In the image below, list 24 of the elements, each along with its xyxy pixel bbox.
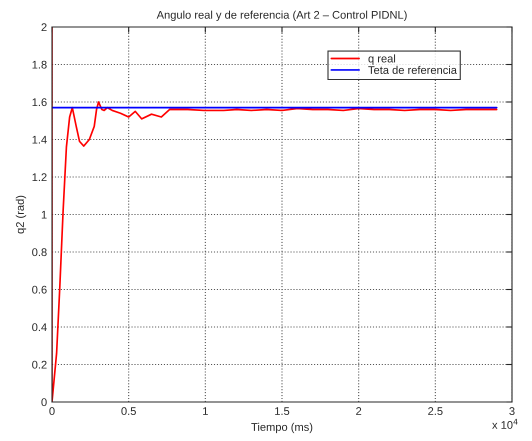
y-tick-label: 1.4 [32, 136, 47, 144]
x-axis-title: Tiempo (ms) [251, 422, 312, 434]
x-tick-label: 3 [509, 407, 515, 416]
x-tick-label: 2 [356, 407, 362, 415]
y-tick-label: 0.8 [32, 248, 47, 256]
chart-title: Angulo real y de referencia (Art 2 – Control PIDNL) [156, 10, 407, 21]
y-tick-label: 2 [42, 23, 47, 32]
x-tick-label: 1.5 [275, 407, 290, 416]
legend-label: q real [368, 54, 396, 65]
y-tick-label: 1 [42, 210, 47, 219]
x-tick-label: 0 [49, 407, 55, 416]
y-tick-label: 1.6 [32, 98, 47, 106]
y-tick-label: 1.8 [32, 60, 47, 69]
y-tick-label: 0.4 [32, 323, 47, 332]
legend-label: Teta de referencia [368, 66, 457, 74]
x-tick-label: 1 [203, 407, 208, 415]
x-tick-label: 2.5 [428, 407, 443, 416]
y-tick-label: 1.2 [32, 173, 47, 182]
y-tick-label: 0.2 [32, 360, 47, 369]
y-axis-title: q2 (rad) [16, 196, 26, 234]
text: x 10$^{4}$ [492, 418, 518, 429]
y-tick-label: 0.6 [32, 286, 47, 294]
y-tick-label: 0 [41, 398, 47, 406]
x-tick-label: 0.5 [121, 407, 136, 416]
